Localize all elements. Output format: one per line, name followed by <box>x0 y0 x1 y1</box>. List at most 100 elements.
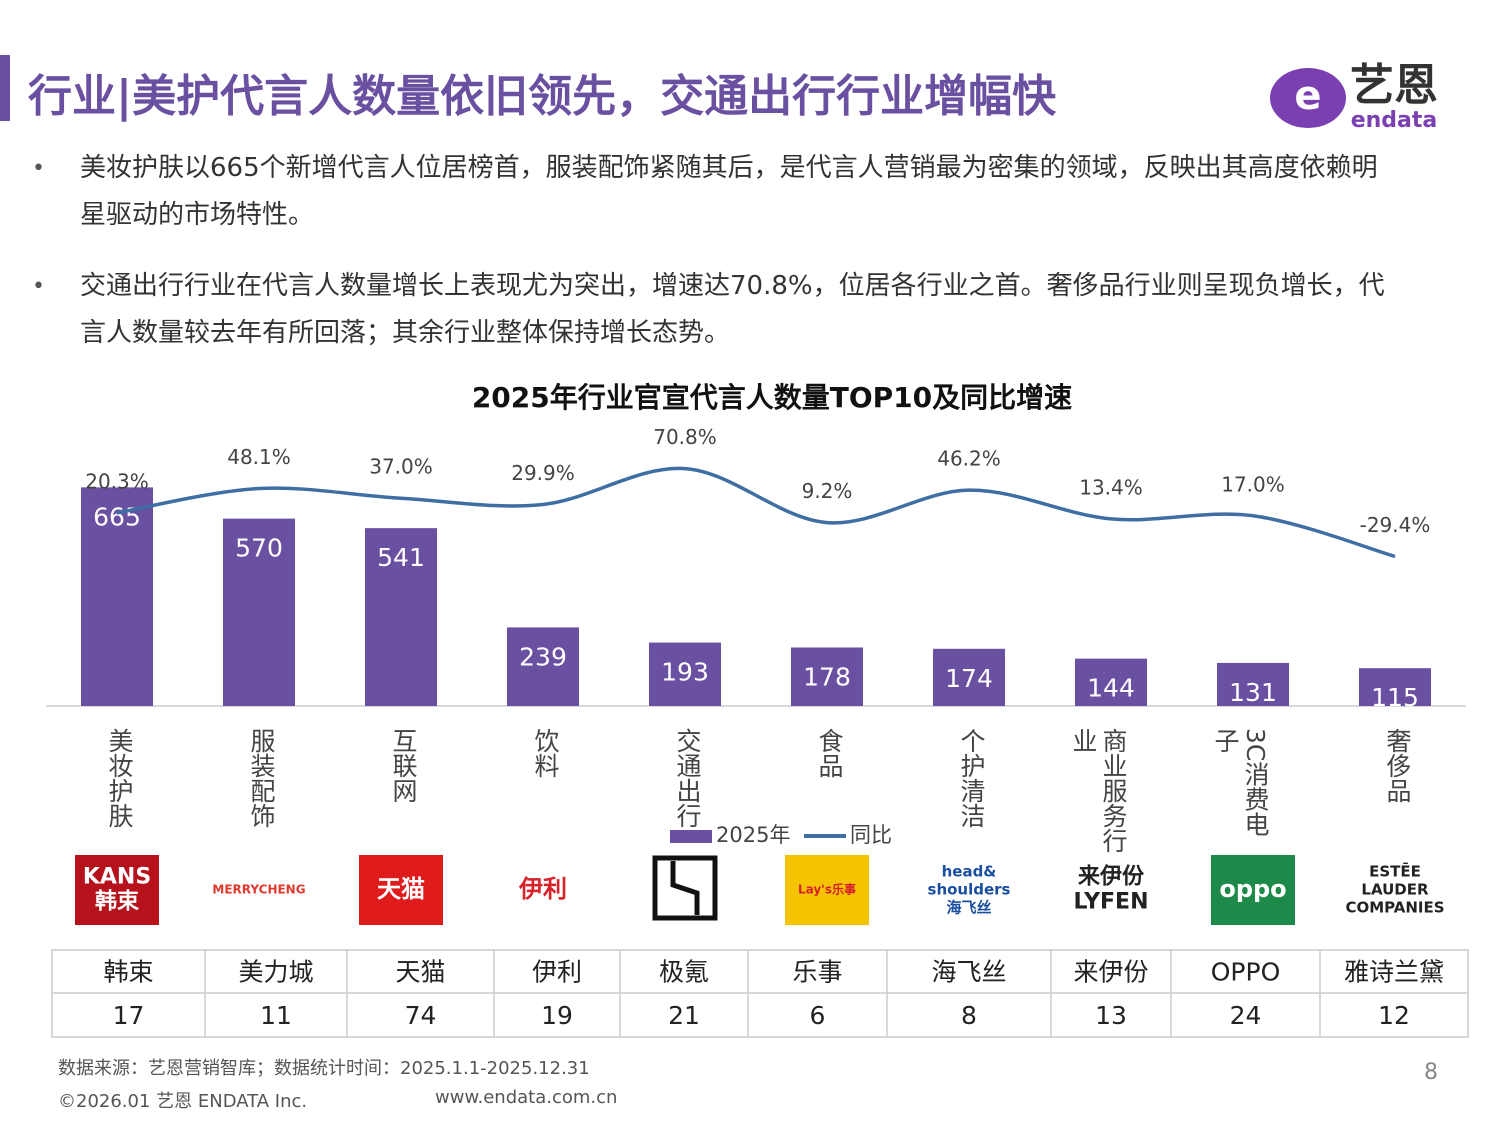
bar-value-label: 239 <box>519 642 567 671</box>
logo-text: head& <box>942 863 997 881</box>
bar <box>1075 658 1147 706</box>
table-brand: 天猫 <box>395 958 445 987</box>
x-tick-label: 个护清洁 <box>957 728 986 828</box>
brand-logo: e 艺恩 endata <box>1270 60 1438 133</box>
bar <box>223 518 295 706</box>
page-title: 行业|美护代言人数量依旧领先，交通出行行业增幅快 <box>28 71 1057 122</box>
logo-text: ESTĒE <box>1369 861 1421 881</box>
bullet-dot: • <box>32 274 45 299</box>
logo-icon <box>670 861 700 915</box>
line-value-label: 9.2% <box>802 479 853 503</box>
legend-label: 2025年 <box>716 823 790 847</box>
line-series <box>116 466 1396 559</box>
bar <box>791 647 863 706</box>
line-value-label: 20.3% <box>85 469 149 493</box>
logo-background <box>217 855 301 925</box>
line-value-label: 70.8% <box>653 425 717 449</box>
logo-text: 海飞丝 <box>946 899 991 917</box>
table-count: 19 <box>541 1001 573 1030</box>
website: www.endata.com.cn <box>435 1087 618 1108</box>
logo-background <box>75 855 159 925</box>
logo-background <box>1353 855 1437 925</box>
logo-text: oppo <box>1219 875 1286 903</box>
logo-e: e <box>1294 73 1321 119</box>
bar <box>365 528 437 706</box>
logo-background <box>501 855 585 925</box>
logo-background <box>927 855 1011 925</box>
line-value-label: 29.9% <box>511 461 575 485</box>
logo-text: Lay's乐事 <box>798 882 856 897</box>
logo-background <box>785 855 869 925</box>
logo-text: MERRYCHENG <box>212 883 305 897</box>
logo-text: 来伊份 <box>1077 864 1145 890</box>
logo-background <box>359 855 443 925</box>
line-value-label: 46.2% <box>937 447 1001 471</box>
logo-text: shoulders <box>928 881 1011 899</box>
table-count: 17 <box>113 1001 145 1030</box>
bar <box>507 627 579 706</box>
logo-text: LAUDER <box>1361 881 1429 899</box>
bar-value-label: 144 <box>1087 674 1135 703</box>
logo-text: 伊利 <box>518 875 567 903</box>
legend-label: 同比 <box>850 823 892 847</box>
x-tick-label: 服装配饰 <box>247 728 276 828</box>
logo-mark <box>1270 68 1346 128</box>
line-value-label: 17.0% <box>1221 472 1285 496</box>
bar <box>1359 668 1431 706</box>
bar <box>1217 662 1289 706</box>
bar-value-label: 178 <box>803 662 851 691</box>
x-tick-label: 互联网 <box>389 728 418 803</box>
x-tick-label: 商业服务行业 <box>1069 728 1128 853</box>
table-count: 11 <box>260 1001 292 1030</box>
page-number: 8 <box>1424 1060 1438 1085</box>
line-value-label: 13.4% <box>1079 475 1143 499</box>
bullet-text: 美妆护肤以665个新增代言人位居榜首，服装配饰紧随其后，是代言人营销最为密集的领… <box>80 153 1378 230</box>
table-brand: 雅诗兰黛 <box>1344 958 1444 987</box>
bar <box>81 487 153 706</box>
bar <box>933 648 1005 706</box>
bar-value-label: 115 <box>1371 683 1419 712</box>
x-tick-label: 奢侈品 <box>1383 728 1412 803</box>
logo-name: 艺恩 <box>1350 60 1438 111</box>
bar-value-label: 541 <box>377 543 425 572</box>
bar-value-label: 131 <box>1229 678 1277 707</box>
table-brand: 乐事 <box>792 958 842 987</box>
source-note: 数据来源：艺恩营销智库；数据统计时间：2025.1.1-2025.12.31 <box>58 1058 590 1079</box>
table-count: 12 <box>1378 1001 1410 1030</box>
bar-value-label: 193 <box>661 658 709 687</box>
table-count: 8 <box>961 1001 977 1030</box>
table-brand: 极氪 <box>659 958 709 987</box>
bar-value-label: 665 <box>93 502 141 531</box>
logo-text: KANS <box>83 865 151 890</box>
table-brand: 海飞丝 <box>931 958 1006 987</box>
x-tick-label: 3C消费电子 <box>1211 728 1270 837</box>
copyright: ©2026.01 艺恩 ENDATA Inc. <box>58 1091 308 1112</box>
line-value-label: -29.4% <box>1360 513 1431 537</box>
logo-text: LYFEN <box>1074 890 1149 915</box>
table-count: 6 <box>810 1001 826 1030</box>
bar <box>649 642 721 706</box>
legend-swatch <box>670 830 712 843</box>
table-brand: 美力城 <box>238 958 313 987</box>
bar-value-label: 174 <box>945 664 993 693</box>
title-accent <box>0 55 10 121</box>
table-count: 74 <box>405 1001 437 1030</box>
table-count: 13 <box>1095 1001 1127 1030</box>
line-value-label: 37.0% <box>369 455 433 479</box>
x-tick-label: 交通出行 <box>673 728 702 828</box>
bar-value-label: 570 <box>235 534 283 563</box>
table-brand: OPPO <box>1211 958 1281 987</box>
logo-sub: endata <box>1351 108 1438 133</box>
table-brand: 韩束 <box>103 958 153 987</box>
table-brand: 来伊份 <box>1073 958 1148 987</box>
logo-background <box>1211 855 1295 925</box>
bullet-text: 交通出行行业在代言人数量增长上表现尤为突出，增速达70.8%，位居各行业之首。奢… <box>80 271 1385 348</box>
chart-title: 2025年行业官宣代言人数量TOP10及同比增速 <box>472 381 1072 414</box>
logo-text: COMPANIES <box>1345 899 1444 917</box>
table-brand: 伊利 <box>532 958 582 987</box>
logo-text: 韩束 <box>95 889 140 915</box>
logo-text: 天猫 <box>377 875 425 903</box>
table-count: 21 <box>668 1001 700 1030</box>
